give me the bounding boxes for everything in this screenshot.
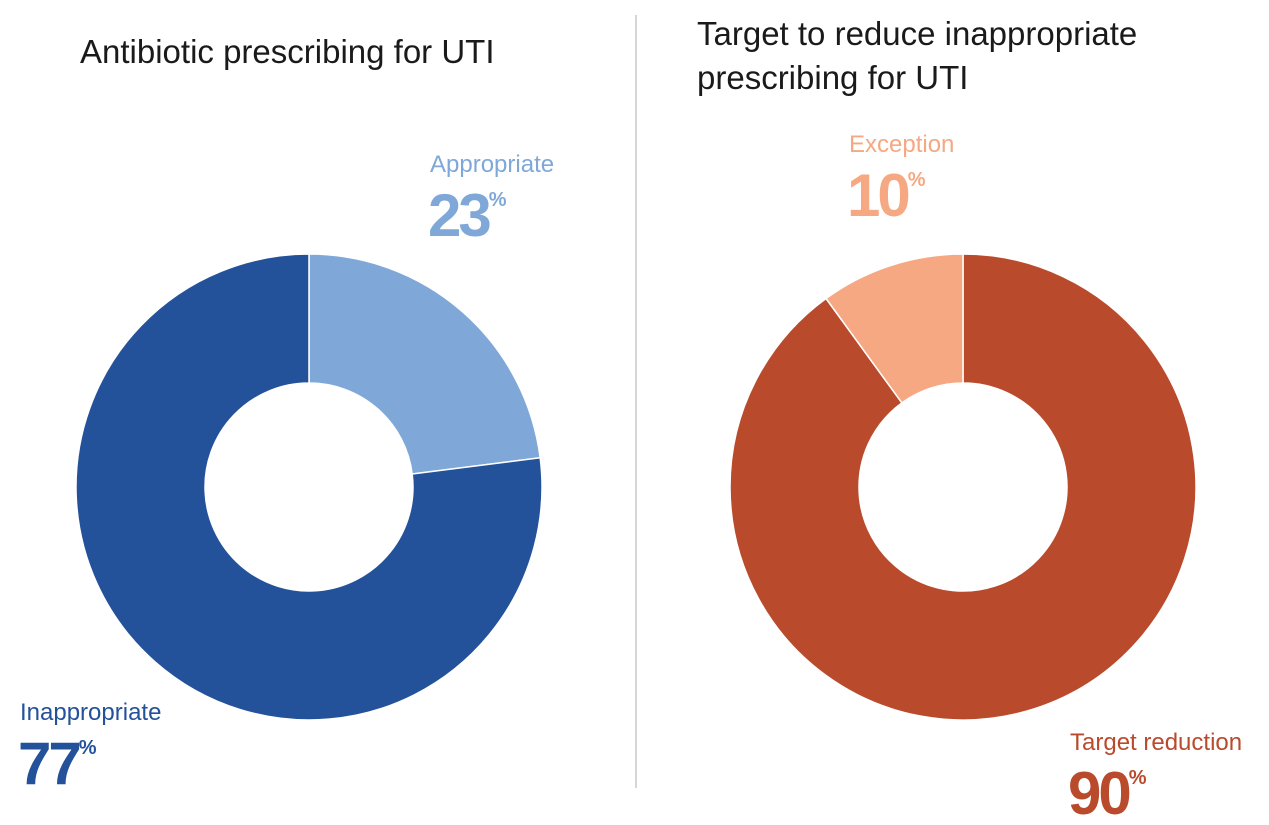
value-label: 77% bbox=[18, 730, 97, 797]
value-label: 10% bbox=[847, 162, 926, 229]
category-label: Target reduction bbox=[1070, 729, 1242, 756]
donut-segment bbox=[75, 253, 543, 721]
category-label: Exception bbox=[849, 131, 954, 158]
value-label: 90% bbox=[1068, 760, 1147, 825]
donut-segment bbox=[308, 253, 542, 475]
category-label: Appropriate bbox=[430, 151, 554, 178]
chart-title: Target to reduce inappropriate prescribi… bbox=[697, 15, 1138, 96]
donut-segment bbox=[729, 253, 1197, 721]
value-label: 23% bbox=[428, 182, 507, 249]
donut-segment bbox=[824, 253, 964, 404]
category-label: Inappropriate bbox=[20, 699, 161, 726]
chart-title: Antibiotic prescribing for UTI bbox=[80, 33, 495, 70]
